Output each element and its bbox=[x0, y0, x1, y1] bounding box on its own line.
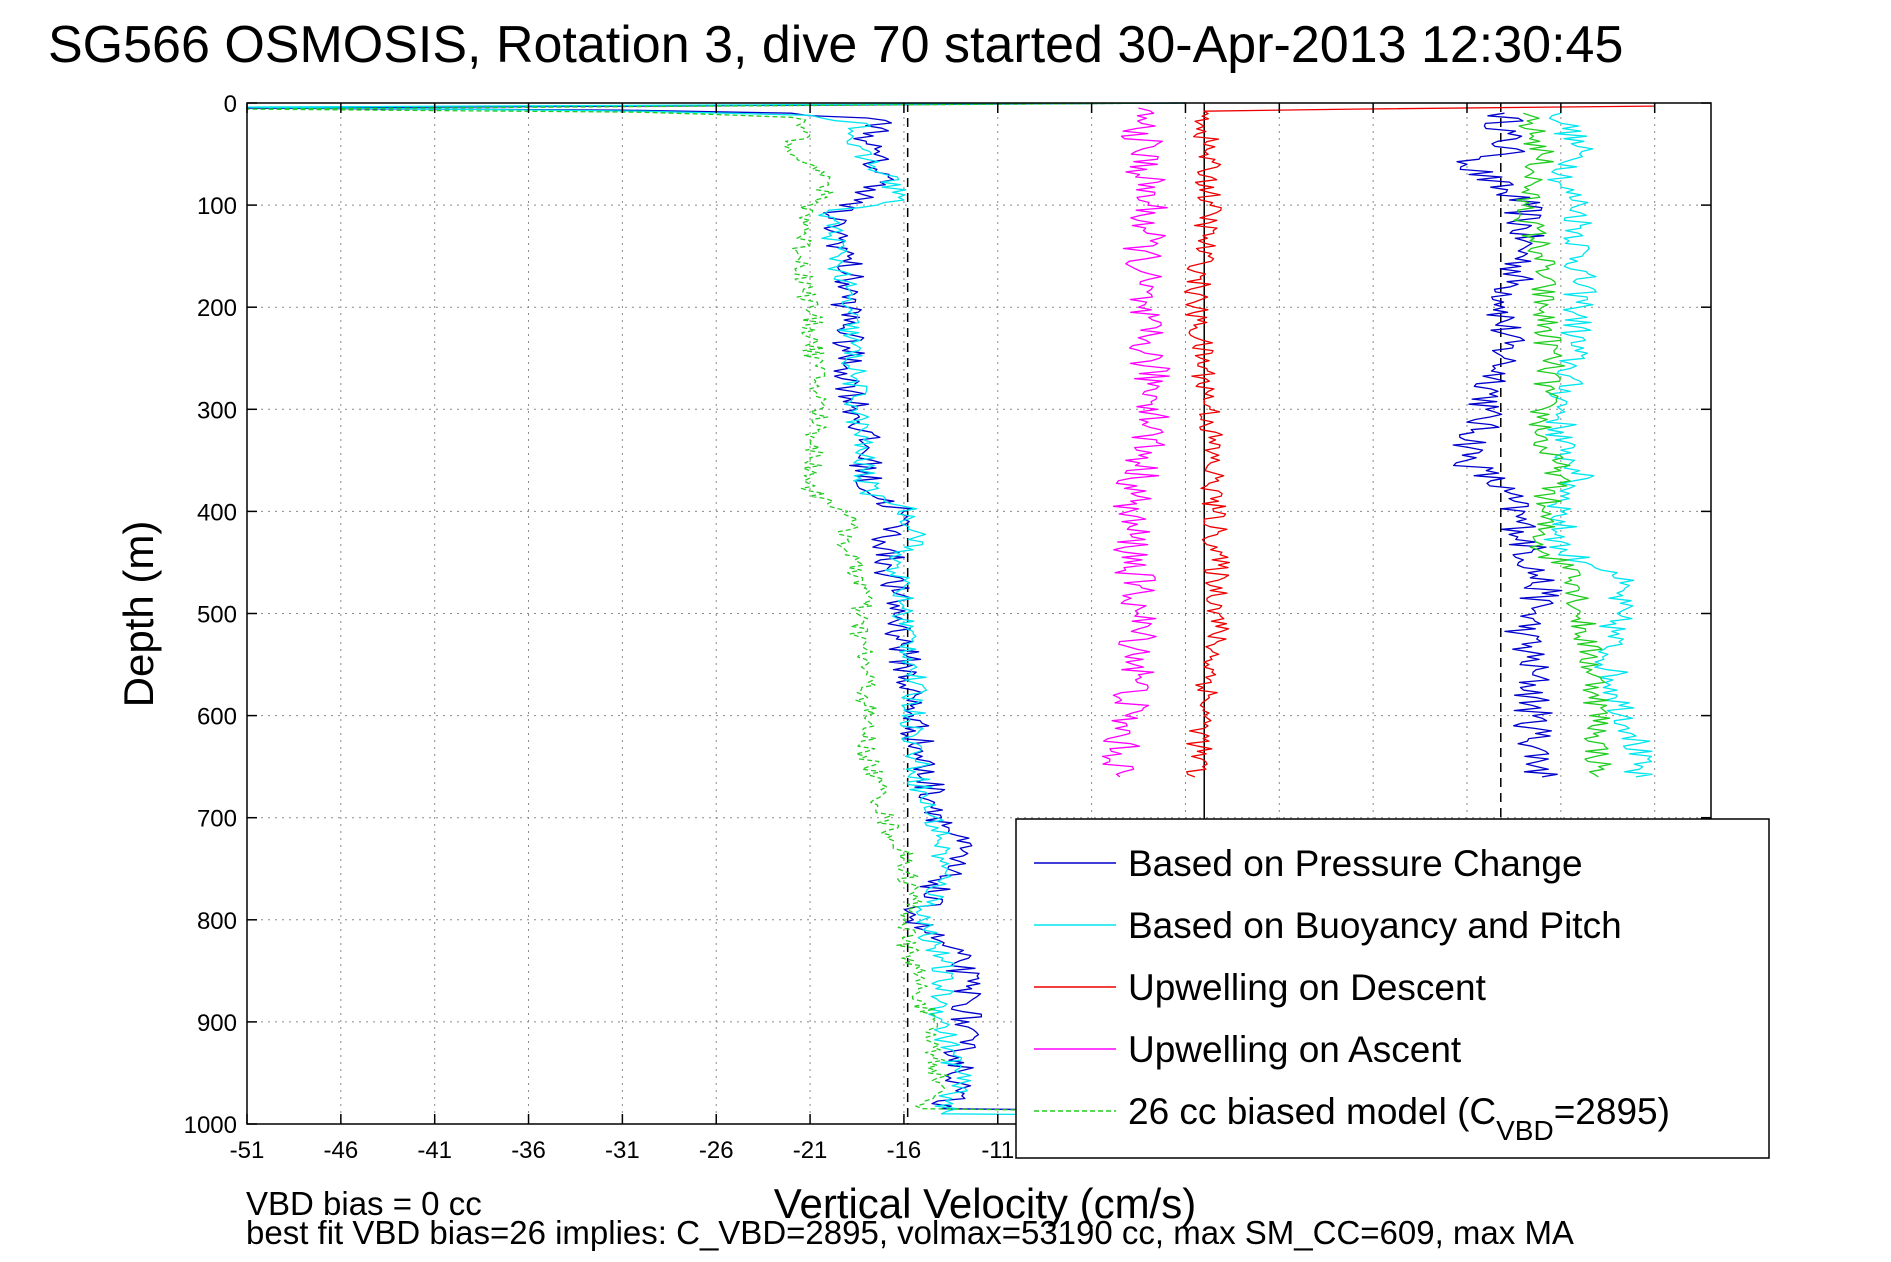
y-tick-label: 700 bbox=[197, 806, 237, 833]
x-tick-label: -36 bbox=[511, 1137, 546, 1164]
y-axis-label: Depth (m) bbox=[115, 521, 162, 708]
chart-title: SG566 OSMOSIS, Rotation 3, dive 70 start… bbox=[48, 16, 1623, 74]
ascent-series-line bbox=[1513, 112, 1612, 778]
ascent-series-line bbox=[1543, 112, 1653, 778]
x-tick-label: -11 bbox=[981, 1137, 1014, 1164]
ascent-series-line bbox=[1452, 112, 1563, 778]
series-line-4 bbox=[246, 102, 1524, 1117]
series-lines bbox=[246, 102, 1655, 1120]
legend-box bbox=[1015, 818, 1770, 1159]
legend-label: Upwelling on Descent bbox=[1128, 967, 1487, 1008]
y-tick-label: 200 bbox=[197, 295, 237, 322]
y-tick-label: 800 bbox=[197, 908, 237, 935]
x-tick-label: -31 bbox=[605, 1137, 640, 1164]
x-tick-label: -41 bbox=[417, 1137, 452, 1164]
y-tick-label: 100 bbox=[197, 193, 237, 220]
x-tick-label: -16 bbox=[887, 1137, 922, 1164]
x-tick-label: -51 bbox=[230, 1137, 265, 1164]
footer-vbd-bias: VBD bias = 0 cc bbox=[246, 1185, 482, 1222]
y-tick-label: 500 bbox=[197, 602, 237, 629]
y-tick-label: 300 bbox=[197, 397, 237, 424]
series-line-2 bbox=[1183, 105, 1655, 778]
legend-label: Based on Buoyancy and Pitch bbox=[1128, 905, 1622, 946]
series-line-1 bbox=[246, 102, 1561, 1120]
footer-best-fit: best fit VBD bias=26 implies: C_VBD=2895… bbox=[246, 1214, 1574, 1251]
x-tick-label: -46 bbox=[324, 1137, 359, 1164]
series-line-3 bbox=[1101, 107, 1171, 778]
x-tick-label: -21 bbox=[793, 1137, 828, 1164]
y-tick-label: 600 bbox=[197, 704, 237, 731]
y-tick-label: 400 bbox=[197, 499, 237, 526]
y-tick-label: 900 bbox=[197, 1010, 237, 1037]
x-tick-label: -26 bbox=[699, 1137, 734, 1164]
legend: Based on Pressure Change Based on Buoyanc… bbox=[1015, 818, 1770, 1159]
legend-label: Upwelling on Ascent bbox=[1128, 1029, 1462, 1070]
y-tick-label: 0 bbox=[224, 91, 237, 118]
x-axis-label: Vertical Velocity (cm/s) bbox=[774, 1180, 1196, 1227]
y-tick-label: 1000 bbox=[184, 1112, 237, 1139]
y-axis-ticks: 0 100 200 300 400 500 600 700 800 900 1000 bbox=[184, 91, 1711, 1139]
legend-label: Based on Pressure Change bbox=[1128, 843, 1583, 884]
